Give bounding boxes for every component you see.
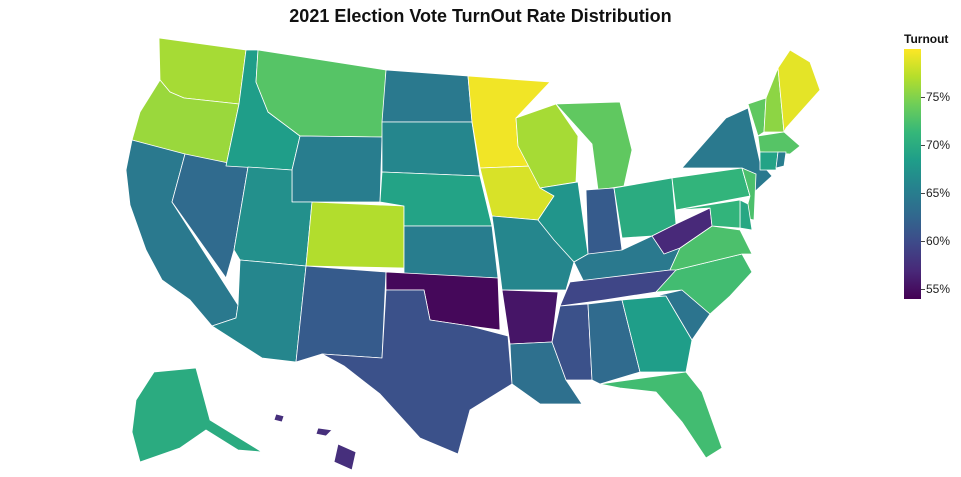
legend-tick-label: 70% <box>926 138 951 152</box>
state-co[interactable]: CO: 77% <box>305 201 405 269</box>
chart-title: 2021 Election Vote TurnOut Rate Distribu… <box>289 6 672 26</box>
state-ga[interactable]: GA: 68.5% <box>621 295 693 373</box>
state-ct[interactable]: CT: 69% <box>759 151 779 171</box>
legend-tick-mark <box>921 241 925 242</box>
state-fl[interactable]: FL: 72% <box>599 371 723 459</box>
legend-tick-mark <box>921 97 925 98</box>
legend-tick-label: 55% <box>926 282 951 296</box>
state-nd[interactable]: ND: 64.5% <box>381 69 473 123</box>
state-nm[interactable]: NM: 61.5% <box>295 265 387 363</box>
state-md[interactable]: MD: 71% <box>675 199 741 229</box>
state-ri[interactable]: RI: 65% <box>775 151 787 169</box>
state-tx[interactable]: TX: 60.5% <box>321 289 513 455</box>
states-layer: WA: 76.5%OR: 76%CA: 64.5%NV: 63%ID: 68.5… <box>125 37 821 471</box>
state-hi[interactable]: HI: 57.5% <box>273 413 357 471</box>
state-ma[interactable]: MA: 73% <box>757 131 801 155</box>
legend-tick-mark <box>921 289 925 290</box>
state-ar[interactable]: AR: 55.5% <box>501 289 559 345</box>
state-me[interactable]: ME: 79% <box>777 49 821 133</box>
state-il[interactable]: IL: 67.5% <box>537 181 589 263</box>
state-ak[interactable]: AK: 70% <box>131 367 263 463</box>
legend-colorbar <box>904 49 921 299</box>
legend-tick-mark <box>921 193 925 194</box>
legend-title: Turnout <box>904 32 949 46</box>
state-sd[interactable]: SD: 66% <box>381 121 481 177</box>
legend-tick-label: 65% <box>926 186 951 200</box>
legend-tick-label: 75% <box>926 90 951 104</box>
state-ks[interactable]: KS: 65% <box>403 225 499 279</box>
legend-tick-label: 60% <box>926 234 951 248</box>
state-wy[interactable]: WY: 65% <box>291 135 383 203</box>
legend-tick-mark <box>921 145 925 146</box>
state-ms[interactable]: MS: 60.5% <box>551 303 593 381</box>
